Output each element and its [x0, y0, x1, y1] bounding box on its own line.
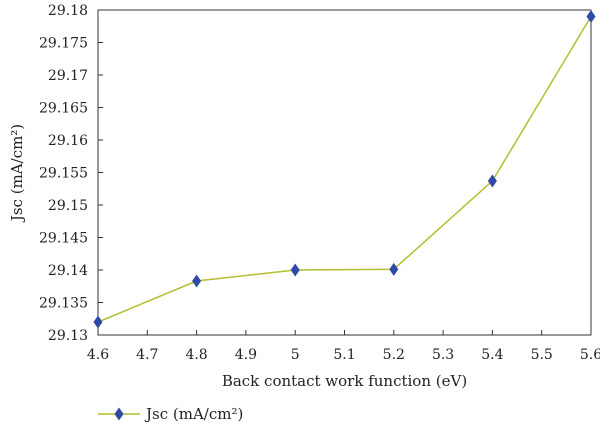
x-tick-label: 4.8: [185, 347, 207, 363]
x-tick-label: 5.1: [333, 347, 355, 363]
data-point: [192, 274, 202, 288]
x-axis-title: Back contact work function (eV): [222, 372, 467, 390]
y-tick-label: 29.13: [48, 328, 88, 344]
x-axis: 4.6 4.7 4.8 4.9 5 5.1 5.2 5.3 5.4 5.5 5.6: [87, 330, 600, 363]
x-tick-label: 5.2: [383, 347, 405, 363]
x-tick-label: 4.9: [235, 347, 257, 363]
y-tick-label: 29.155: [39, 166, 88, 182]
y-tick-label: 29.175: [39, 36, 88, 52]
x-tick-label: 4.6: [87, 347, 109, 363]
x-tick-label: 4.7: [136, 347, 158, 363]
y-axis-title: Jsc (mA/cm²): [8, 124, 26, 223]
x-tick-label: 5.6: [580, 347, 600, 363]
y-tick-label: 29.16: [48, 133, 88, 149]
legend: Jsc (mA/cm²): [98, 405, 243, 423]
series-line: [97, 16, 592, 323]
y-tick-label: 29.145: [39, 231, 88, 247]
x-tick-label: 5: [291, 347, 300, 363]
data-point: [93, 315, 103, 329]
data-point: [389, 262, 399, 276]
x-tick-label: 5.3: [432, 347, 454, 363]
legend-label: Jsc (mA/cm²): [144, 405, 243, 423]
plot-frame: [97, 9, 592, 336]
data-point: [290, 263, 300, 277]
y-tick-label: 29.165: [39, 101, 88, 117]
data-point: [586, 10, 596, 23]
y-tick-label: 29.14: [48, 263, 88, 279]
series-markers: [93, 10, 596, 329]
y-tick-label: 29.15: [48, 198, 88, 214]
x-tick-label: 5.5: [531, 347, 553, 363]
legend-marker-swatch: [114, 407, 124, 421]
data-point: [487, 174, 497, 188]
y-tick-label: 29.135: [39, 296, 88, 312]
y-tick-label: 29.18: [48, 3, 88, 19]
x-tick-label: 5.4: [481, 347, 503, 363]
y-tick-label: 29.17: [48, 68, 88, 84]
y-axis: 29.13 29.135 29.14 29.145 29.15 29.155 29.16 29…: [39, 3, 103, 344]
